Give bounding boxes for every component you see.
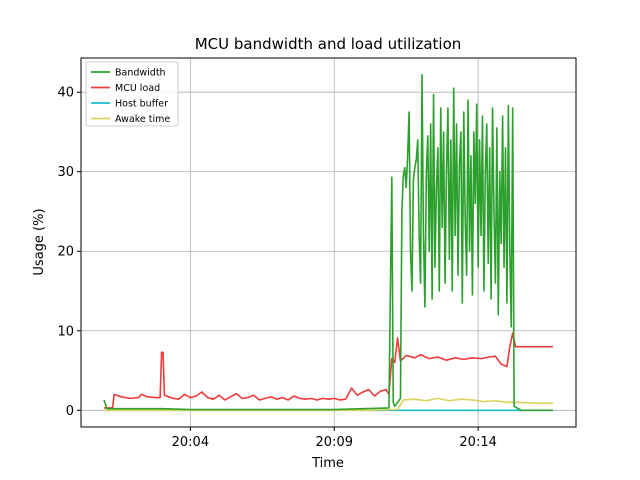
y-tick-label: 0 (66, 404, 74, 419)
chart-title: MCU bandwidth and load utilization (195, 35, 462, 53)
plot-frame (80, 57, 577, 428)
x-tick-label: 20:04 (172, 435, 209, 450)
x-tick-label: 20:14 (459, 435, 496, 450)
x-axis-title: Time (311, 456, 344, 471)
y-axis-title: Usage (%) (32, 208, 47, 275)
series-line-awake-time (104, 397, 553, 412)
x-axis: 20:04 20:09 20:14 (172, 427, 497, 450)
series-line-bandwidth (103, 73, 553, 412)
legend-label-bandwidth: Bandwidth (115, 68, 166, 79)
series-line-mcu-load (104, 332, 553, 409)
y-tick-label: 30 (57, 165, 74, 180)
y-axis: 0 10 20 30 40 (57, 86, 81, 419)
legend-label-host-buffer: Host buffer (115, 99, 168, 110)
y-tick-label: 20 (57, 245, 74, 260)
legend-label-awake-time: Awake time (115, 114, 170, 125)
legend: Bandwidth MCU load Host buffer Awake time (85, 61, 179, 127)
y-tick-label: 40 (57, 86, 74, 101)
legend-box (85, 61, 179, 127)
series-layer (103, 73, 553, 412)
legend-label-mcu-load: MCU load (115, 83, 160, 94)
x-tick-label: 20:09 (316, 435, 353, 450)
y-tick-label: 10 (57, 324, 74, 339)
